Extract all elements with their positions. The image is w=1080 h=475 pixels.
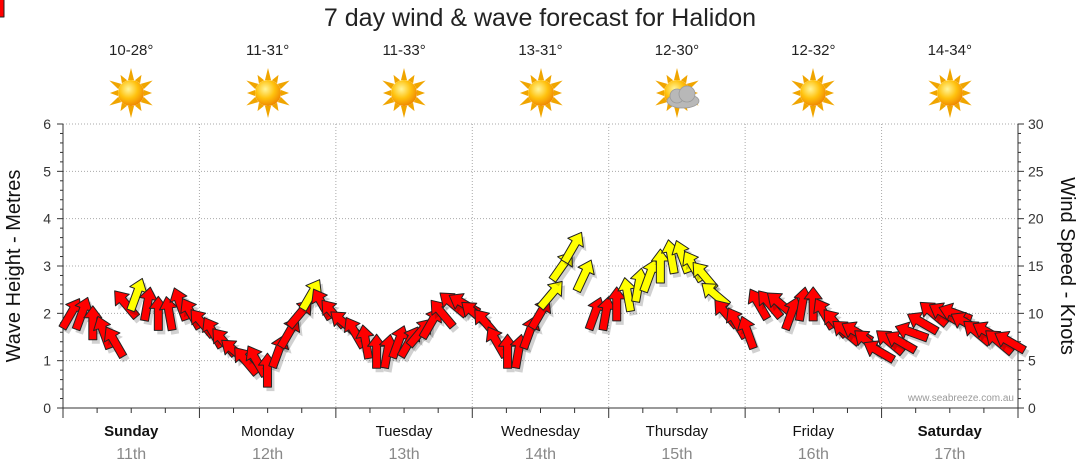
day-forecast: 12-30° — [627, 42, 727, 121]
temperature-range: 12-30° — [654, 42, 700, 59]
wind-arrow — [93, 315, 114, 351]
temperature-range: 11-33° — [382, 42, 426, 59]
wind-arrow — [803, 286, 823, 322]
day-label: Sunday — [104, 423, 159, 440]
wind-arrow — [355, 324, 375, 360]
day-forecast: 13-31° — [491, 42, 591, 121]
left-tick-label: 2 — [43, 305, 51, 321]
left-tick-label: 6 — [43, 116, 51, 132]
sun-icon — [382, 68, 426, 118]
right-axis-title: Wind Speed - Knots — [1056, 177, 1078, 355]
wind-arrow — [671, 240, 693, 275]
day-date-label: 14th — [525, 446, 556, 463]
day-label: Friday — [793, 423, 835, 440]
sun-icon — [245, 68, 290, 118]
wind-arrow — [994, 330, 1027, 355]
day-date-label: 16th — [798, 446, 829, 463]
wind-arrow — [114, 290, 141, 320]
sun-cloud-icon — [655, 68, 700, 118]
wind-arrow — [158, 296, 178, 332]
day-date-label: 13th — [389, 446, 420, 463]
day-date-label: 12th — [252, 446, 283, 463]
daily-temperatures: 10-28° 11-31° 11-33° 13-31° 12-30° 12-32° 14-3… — [0, 42, 1080, 122]
day-forecast: 14-34° — [900, 42, 1000, 121]
day-forecast: 11-33° — [354, 42, 454, 121]
right-tick-label: 10 — [1028, 305, 1044, 321]
temperature-range: 14-34° — [927, 42, 972, 59]
wind-arrow — [907, 312, 940, 336]
day-label: Tuesday — [376, 423, 433, 440]
sun-icon — [928, 68, 972, 118]
right-tick-label: 5 — [1028, 353, 1036, 369]
right-tick-label: 25 — [1028, 163, 1044, 179]
temperature-range: 12-32° — [791, 42, 836, 59]
right-tick-label: 30 — [1028, 116, 1044, 132]
temperature-range: 10-28° — [109, 42, 154, 59]
day-date-label: 15th — [661, 446, 692, 463]
temperature-range: 13-31° — [518, 42, 563, 59]
day-forecast: 11-31° — [218, 42, 318, 121]
day-forecast: 10-28° — [81, 42, 181, 121]
wind-arrow — [894, 321, 930, 343]
left-tick-label: 0 — [43, 400, 51, 416]
day-forecast: 12-32° — [763, 42, 863, 121]
left-tick-label: 3 — [43, 258, 51, 274]
wind-arrow — [536, 280, 563, 311]
wind-arrow — [418, 307, 442, 341]
wind-arrow — [0, 0, 5, 18]
left-tick-label: 4 — [43, 211, 51, 227]
day-label: Monday — [241, 423, 295, 440]
sun-icon — [518, 68, 563, 118]
right-tick-label: 0 — [1028, 400, 1036, 416]
watermark-text: www.seabreeze.com.au — [907, 393, 1014, 404]
wind-arrow — [737, 315, 758, 351]
day-label: Saturday — [918, 423, 983, 440]
day-label: Thursday — [646, 423, 709, 440]
right-tick-label: 15 — [1028, 258, 1044, 274]
sun-icon — [791, 68, 835, 118]
left-tick-label: 1 — [43, 353, 51, 369]
wind-arrow — [560, 231, 584, 265]
right-tick-label: 20 — [1028, 211, 1044, 227]
day-date-label: 11th — [116, 446, 146, 463]
wind-arrow — [572, 259, 595, 294]
chart-title: 7 day wind & wave forecast for Halidon — [323, 4, 757, 32]
wind-arrow — [169, 287, 191, 322]
sun-icon — [109, 68, 153, 118]
wind-arrow — [103, 326, 128, 359]
left-tick-label: 5 — [43, 163, 51, 179]
day-date-label: 17th — [934, 446, 965, 463]
wind-arrow — [863, 340, 896, 364]
left-axis-title: Wave Height - Metres — [3, 170, 25, 363]
day-label: Wednesday — [501, 423, 580, 440]
temperature-range: 11-31° — [246, 42, 290, 59]
